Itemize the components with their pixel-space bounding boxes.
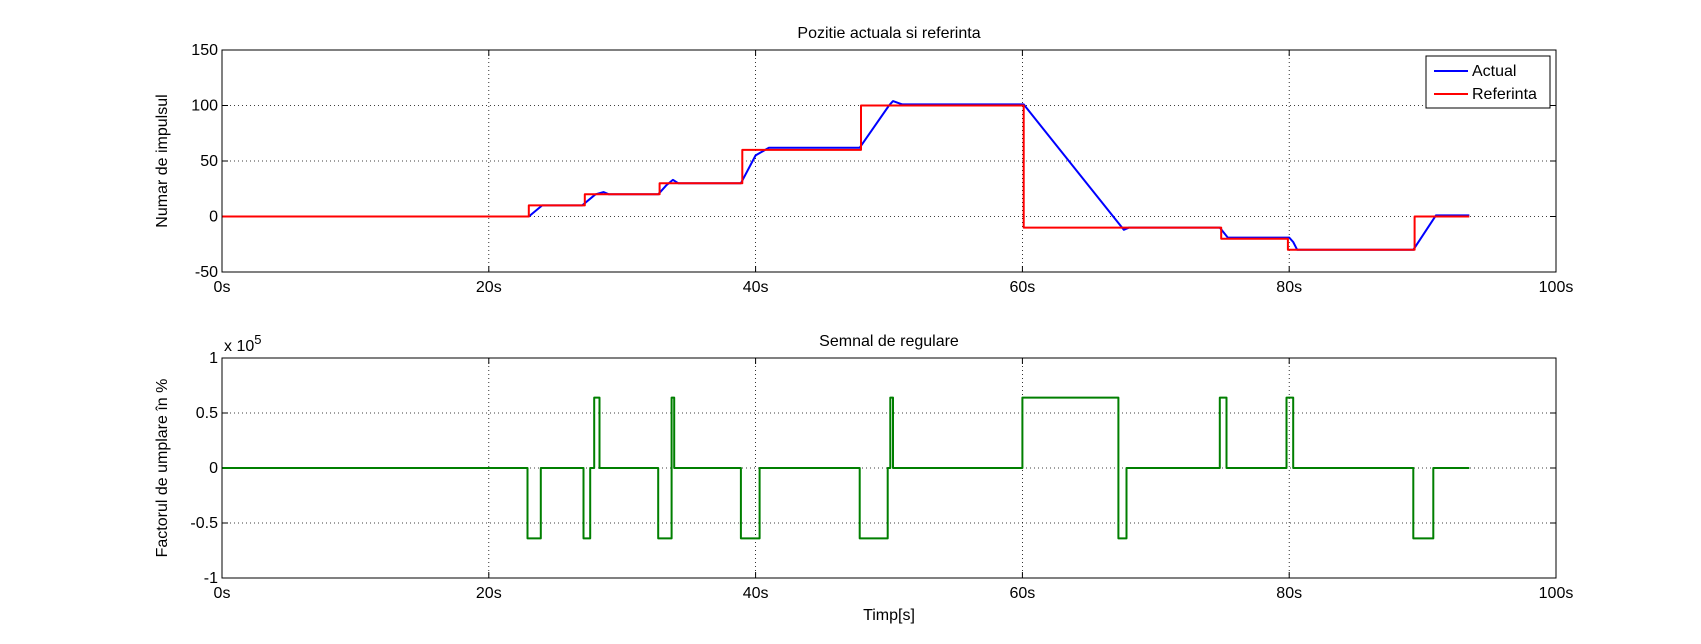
x-tick-label: 0s <box>214 279 231 296</box>
control-signal-plot-xlabel: Timp[s] <box>863 607 915 624</box>
x-tick-label: 20s <box>476 279 502 296</box>
position-plot-series <box>222 100 1470 251</box>
y-tick-label: 100 <box>191 98 218 115</box>
x-tick-label: 20s <box>476 585 502 602</box>
series-line-0 <box>222 396 1470 540</box>
legend-label-referinta: Referinta <box>1472 86 1537 103</box>
position-plot-grid <box>222 50 1556 272</box>
x-tick-label: 100s <box>1539 585 1574 602</box>
x-tick-label: 80s <box>1276 585 1302 602</box>
y-tick-label: 1 <box>209 350 218 367</box>
y-multiplier-exponent: 5 <box>254 332 261 347</box>
position-plot-ylabel: Numar de impulsul <box>154 94 171 227</box>
position-plot-title: Pozitie actuala si referinta <box>797 25 980 42</box>
y-tick-label: 150 <box>191 42 218 59</box>
x-tick-label: 100s <box>1539 279 1574 296</box>
control-signal-plot-title: Semnal de regulare <box>819 333 959 350</box>
series-line-referinta <box>222 104 1470 251</box>
x-tick-label: 0s <box>214 585 231 602</box>
y-multiplier-base: x 10 <box>224 338 254 355</box>
x-tick-label: 60s <box>1010 279 1036 296</box>
control-signal-plot-series <box>222 396 1470 540</box>
legend-label-actual: Actual <box>1472 63 1516 80</box>
x-tick-label: 40s <box>743 279 769 296</box>
control-signal-plot-frame <box>221 357 1557 579</box>
y-tick-label: -0.5 <box>190 515 218 532</box>
control-signal-plot-grid <box>222 358 1556 578</box>
position-plot-ticks: 0s 20s 40s 60s 80s 100s -50 0 50 100 150 <box>191 42 1573 296</box>
x-tick-label: 40s <box>743 585 769 602</box>
y-tick-label: -1 <box>204 570 218 587</box>
control-signal-plot-ticks: 0s 20s 40s 60s 80s 100s -1 -0.5 0 0.5 1 <box>190 350 1573 602</box>
x-tick-label: 80s <box>1276 279 1302 296</box>
control-signal-plot-ylabel: Factorul de umplare în % <box>154 379 171 558</box>
position-plot: Pozitie actuala si referinta Numar de im… <box>154 25 1573 296</box>
position-plot-frame <box>221 49 1557 273</box>
y-tick-label: 0.5 <box>196 405 218 422</box>
y-tick-label: 0 <box>209 460 218 477</box>
x-tick-label: 60s <box>1010 585 1036 602</box>
y-tick-label: 0 <box>209 209 218 226</box>
legend-box <box>1425 55 1551 109</box>
control-signal-plot: Semnal de regulare Factorul de umplare î… <box>154 332 1573 624</box>
series-line-actual <box>222 100 1470 251</box>
y-tick-label: -50 <box>195 264 218 281</box>
position-plot-legend: Actual Referinta <box>1425 55 1551 109</box>
y-tick-label: 50 <box>200 153 218 170</box>
y-multiplier-label: x 105 <box>224 332 261 355</box>
